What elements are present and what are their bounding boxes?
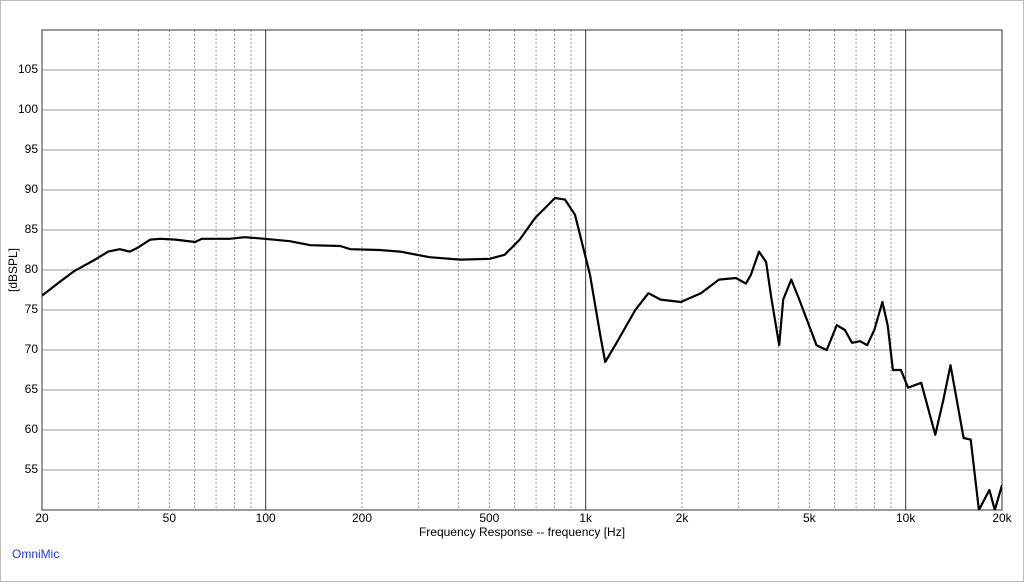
y-tick-label: 60 — [25, 422, 39, 436]
x-tick-label: 5k — [803, 511, 817, 525]
x-tick-label: 20 — [35, 511, 49, 525]
x-tick-label: 100 — [256, 511, 276, 525]
y-tick-label: 100 — [18, 102, 38, 116]
x-tick-label: 10k — [896, 511, 916, 525]
y-tick-label: 85 — [25, 222, 39, 236]
response-line — [42, 196, 1002, 510]
y-tick-label: 55 — [25, 462, 39, 476]
y-tick-label: 105 — [18, 62, 38, 76]
y-tick-label: 90 — [25, 182, 39, 196]
x-axis-label: Frequency Response -- frequency [Hz] — [419, 525, 625, 539]
y-tick-label: 95 — [25, 142, 39, 156]
x-tick-label: 1k — [579, 511, 593, 525]
y-axis-label: [dBSPL] — [6, 248, 20, 292]
x-tick-label: 500 — [479, 511, 499, 525]
y-tick-label: 70 — [25, 342, 39, 356]
x-tick-label: 50 — [163, 511, 177, 525]
x-tick-label: 200 — [352, 511, 372, 525]
y-tick-label: 75 — [25, 302, 39, 316]
x-tick-label: 2k — [676, 511, 690, 525]
y-tick-label: 65 — [25, 382, 39, 396]
plot-border — [41, 29, 1003, 511]
y-tick-label: 80 — [25, 262, 39, 276]
footer: OmniMic — [12, 547, 59, 561]
x-tick-label: 20k — [992, 511, 1012, 525]
